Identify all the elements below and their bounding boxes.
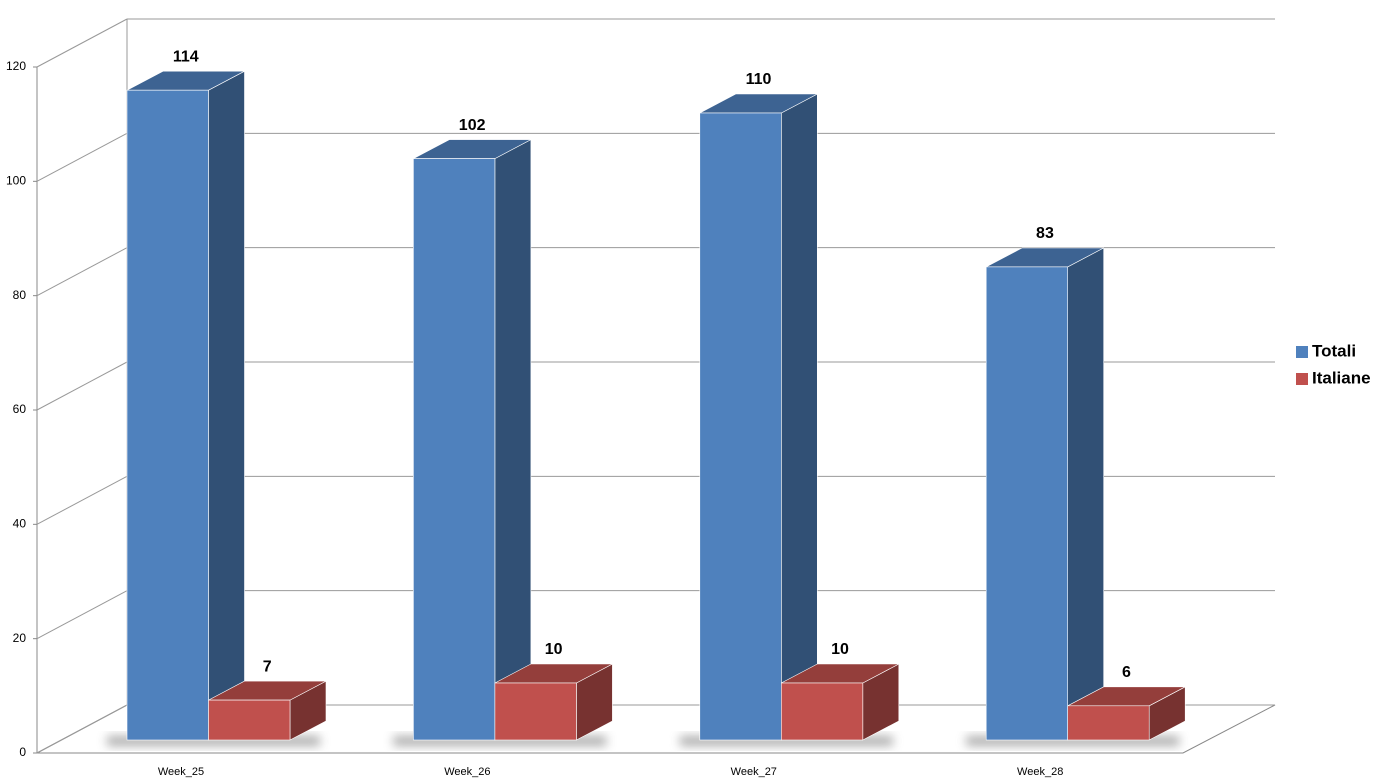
bar [494,663,613,741]
y-tick-label: 100 [6,174,26,188]
data-label: 110 [746,71,772,88]
legend-label: Totali [1312,341,1356,360]
bar [780,663,900,741]
bar-side [1067,247,1104,741]
grid-line [36,590,128,640]
bar-side [494,139,532,741]
data-label: 7 [263,658,272,675]
bar [985,247,1104,741]
data-label: 10 [545,641,563,658]
y-tick-label: 60 [13,402,27,416]
bar-shadow [966,736,1180,746]
x-tick-label: Week_26 [444,766,490,778]
bar-side [780,93,818,741]
bar [413,139,532,741]
data-label: 114 [173,48,199,65]
bar-front [780,682,864,741]
bar-shadow [679,736,893,746]
y-tick-label: 120 [6,59,26,73]
grid-line [36,361,128,411]
bar [1067,686,1186,741]
x-tick-label: Week_27 [731,766,777,778]
x-tick-label: Week_25 [158,766,204,778]
grid-line [36,475,128,525]
y-tick-label: 20 [13,631,27,645]
data-label: 102 [459,117,486,134]
bar-front [494,682,577,741]
grid-line [36,132,128,182]
y-tick-label: 0 [19,745,26,759]
grid-line [36,247,128,297]
y-tick-label: 80 [13,288,27,302]
bar [699,93,818,741]
grid-line [36,704,128,754]
data-label: 83 [1036,225,1054,242]
legend-swatch [1296,373,1308,385]
bar-front [208,699,291,741]
bar-side [208,70,245,741]
bar-shadow [393,736,607,746]
legend-label: Italiane [1312,368,1371,387]
legend-swatch [1296,346,1308,358]
bar-front [126,89,209,741]
y-tick-label: 40 [13,517,27,531]
bar-front [1067,705,1150,741]
bar-shadow [107,736,320,746]
bar [126,70,245,741]
data-label: 6 [1122,664,1131,681]
bar-front [699,112,782,741]
bar [208,680,327,741]
data-label: 10 [831,641,849,658]
grid-line [36,18,128,68]
x-tick-label: Week_28 [1017,766,1063,778]
bar-front [413,158,496,741]
bar-front [985,266,1069,741]
